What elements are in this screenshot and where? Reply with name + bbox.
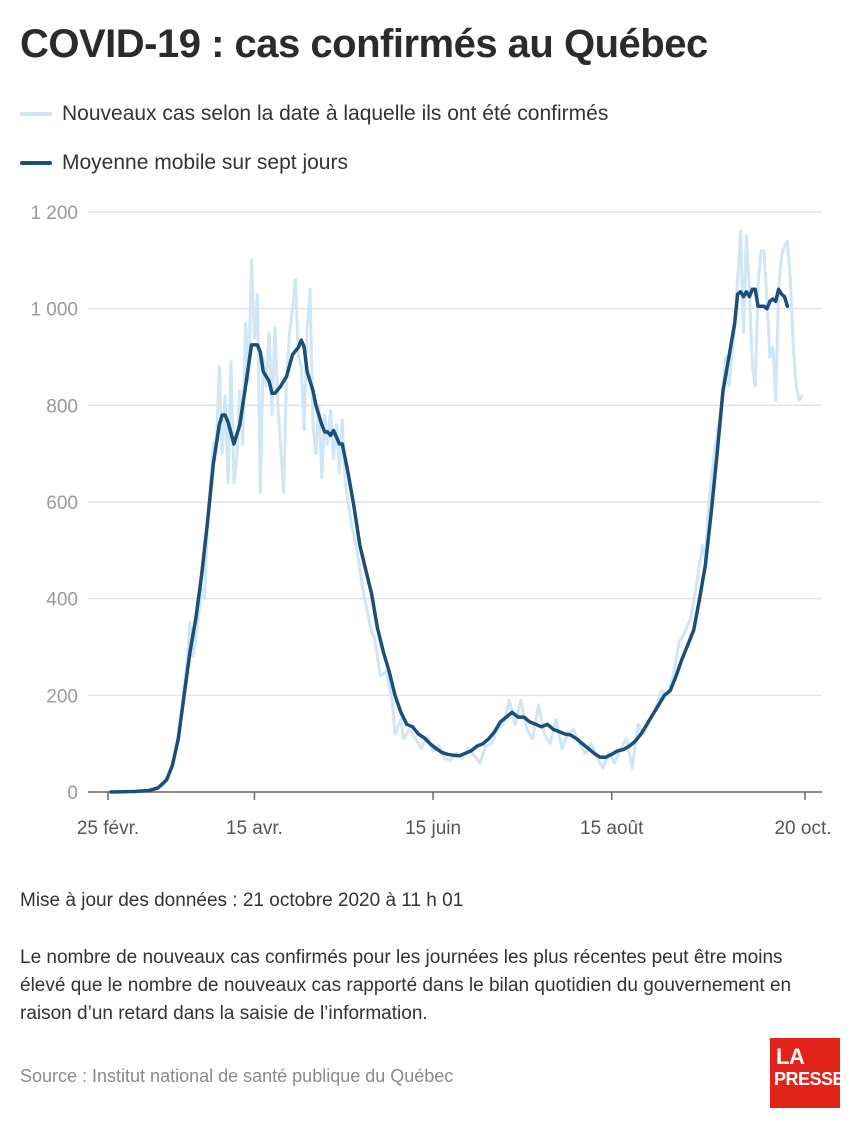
- moving-average-line: [109, 287, 790, 794]
- y-tick-label: 1 000: [30, 300, 78, 321]
- line-chart: 0 200 400 600 800 1 000 1 200 25 févr. 15 avr. 1…: [30, 203, 832, 839]
- logo-line-2: PRESSE: [774, 1069, 845, 1089]
- x-tick-label: 25 févr.: [77, 818, 139, 839]
- grid-layer: 0 200 400 600 800 1 000 1 200: [30, 203, 822, 804]
- x-tick-label: 15 avr.: [226, 818, 283, 839]
- x-axis: 25 févr. 15 avr. 15 juin 15 août 20 oct.: [77, 791, 832, 839]
- source-credit: Source : Institut national de santé publ…: [20, 1066, 454, 1086]
- legend-average: Moyenne mobile sur sept jours: [20, 151, 348, 175]
- data-note: Le nombre de nouveaux cas confirmés pour…: [20, 947, 792, 1024]
- legend-daily: Nouveaux cas selon la date à laquelle il…: [20, 102, 608, 126]
- legend-average-label: Moyenne mobile sur sept jours: [62, 151, 348, 174]
- x-tick-label: 15 août: [580, 818, 644, 839]
- series-layer: [109, 229, 804, 794]
- daily-cases-line: [109, 229, 804, 794]
- y-tick-label: 800: [46, 396, 78, 417]
- logo-line-1: LA: [776, 1044, 805, 1069]
- legend-daily-label: Nouveaux cas selon la date à laquelle il…: [62, 102, 609, 125]
- la-presse-logo: LA PRESSE: [770, 1038, 845, 1108]
- y-tick-label: 1 200: [30, 203, 78, 224]
- y-tick-label: 0: [67, 783, 78, 804]
- x-tick-label: 20 oct.: [774, 818, 831, 839]
- legend-daily-swatch: [20, 112, 52, 116]
- update-timestamp: Mise à jour des données : 21 octobre 202…: [20, 890, 464, 911]
- x-tick-label: 15 juin: [405, 818, 461, 839]
- y-tick-label: 200: [46, 686, 78, 707]
- legend-average-swatch: [20, 161, 52, 165]
- y-tick-label: 400: [46, 590, 78, 611]
- y-tick-label: 600: [46, 493, 78, 514]
- chart-title: COVID-19 : cas confirmés au Québec: [20, 22, 708, 66]
